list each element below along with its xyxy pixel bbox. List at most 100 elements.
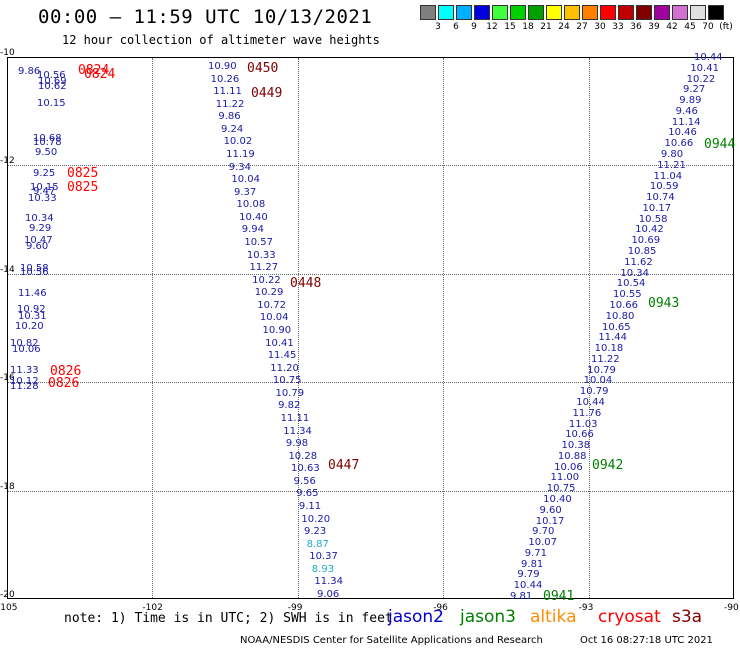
wave-height-value: 10.07 [528,537,558,549]
wave-height-value: 10.29 [254,287,284,299]
wave-height-value: 10.04 [231,174,260,186]
wave-height-value: 10.33 [246,249,276,261]
scale-swatch [546,5,562,20]
wave-height-value: 10.75 [546,483,576,495]
scale-label: 12 [486,22,498,32]
wave-height-value: 11.44 [598,332,627,344]
scale-swatch [474,5,490,20]
wave-height-value: 10.22 [686,73,716,85]
latitude-label: -10 [0,48,15,58]
pass-time-label: 0447 [328,458,360,473]
scale-label: 21 [540,22,552,32]
wave-height-value: 9.11 [298,501,322,512]
wave-height-value: 10.18 [594,343,624,355]
wave-height-value: 10.40 [543,493,572,505]
scale-swatch [636,5,652,20]
scale-label: 6 [453,22,459,32]
wave-height-value: 11.45 [267,350,297,362]
wave-height-value: 11.19 [226,149,255,160]
scale-label: 39 [648,22,660,32]
meridian-gridline [443,58,445,598]
wave-height-value: 9.80 [660,149,684,161]
wave-height-value: 9.71 [524,547,547,559]
wave-height-value: 9.46 [675,105,698,117]
wave-height-value: 9.94 [241,224,264,236]
pass-time-label: 0450 [247,61,279,76]
wave-height-value: 10.44 [576,396,605,408]
scale-swatch [564,5,580,20]
wave-height-value: 11.33 [10,365,39,376]
wave-height-value: 10.54 [616,278,646,290]
wave-height-value: 10.79 [587,364,616,376]
scale-swatch [708,5,724,20]
wave-height-value: 11.22 [215,98,245,110]
wave-height-value: 9.50 [35,147,58,158]
wave-height-value: 9.65 [296,488,319,500]
wave-height-value: 10.33 [28,193,57,204]
wave-height-value: 9.60 [26,241,49,252]
wave-height-value: 10.58 [20,263,49,274]
scale-label: (ft) [719,22,733,32]
scale-label: 9 [471,22,477,32]
wave-height-value: 10.75 [272,375,302,387]
wave-height-value: 10.79 [275,387,305,399]
wave-height-value: 10.38 [561,440,591,452]
legend-jason3: jason3 [460,607,516,627]
wave-height-value: 10.15 [30,182,59,193]
wave-height-value: 9.60 [539,504,562,516]
legend-s3a: s3a [672,607,703,627]
scale-label: 45 [684,22,696,32]
wave-height-value: 11.34 [283,425,312,437]
wave-height-value: 9.23 [304,526,327,538]
wave-height-value: 10.90 [208,61,237,72]
pass-time-label: 0826 [50,364,82,379]
scale-swatch [492,5,508,20]
wave-height-value: 10.02 [223,136,253,148]
wave-height-value: 8.93 [311,563,335,575]
parallel-gridline [8,273,733,275]
wave-height-value: 10.59 [649,181,679,193]
wave-height-value: 10.08 [236,199,266,211]
plot-area [7,57,734,599]
map-subtitle: 12 hour collection of altimeter wave hei… [62,33,380,47]
pass-time-label: 0826 [48,376,80,391]
wave-height-value: 10.57 [244,237,273,248]
scale-swatch [420,5,436,20]
wave-height-value: 10.42 [635,224,664,236]
scale-swatch [672,5,688,20]
wave-height-value: 9.27 [682,84,706,96]
wave-height-value: 9.98 [285,438,309,450]
meridian-gridline [152,58,154,598]
longitude-label: -96 [433,603,448,613]
wave-height-value: 9.06 [317,589,340,600]
wave-height-value: 10.74 [646,192,675,204]
wave-height-value: 10.22 [252,274,281,286]
wave-height-value: 9.81 [510,591,533,602]
wave-height-value: 10.88 [557,450,587,462]
wave-height-value: 10.56 [37,70,66,81]
wave-height-value: 9.47 [33,186,56,197]
wave-height-value: 10.06 [554,461,583,473]
scale-swatch [690,5,706,20]
wave-height-value: 9.82 [278,400,301,412]
wave-height-value: 10.68 [33,133,62,144]
wave-height-value: 9.34 [228,161,252,173]
wave-height-value: 11.11 [213,86,242,98]
latitude-label: -14 [0,264,15,275]
wave-height-value: 10.46 [668,127,697,139]
wave-height-value: 10.31 [18,311,47,322]
wave-height-value: 10.26 [210,73,240,85]
wave-height-value: 10.20 [301,513,331,525]
scale-label: 15 [504,22,516,32]
scale-swatch [618,5,634,20]
wave-height-value: 10.41 [265,337,294,349]
wave-height-value: 10.80 [605,310,635,322]
wave-height-value: 11.03 [568,418,598,430]
wave-height-value: 10.55 [613,289,642,301]
wave-height-value: 10.41 [690,62,719,74]
wave-height-value: 11.28 [10,381,39,392]
pass-time-label: 0449 [251,86,283,101]
longitude-label: -102 [142,603,163,613]
wave-height-value: 9.29 [29,223,52,234]
